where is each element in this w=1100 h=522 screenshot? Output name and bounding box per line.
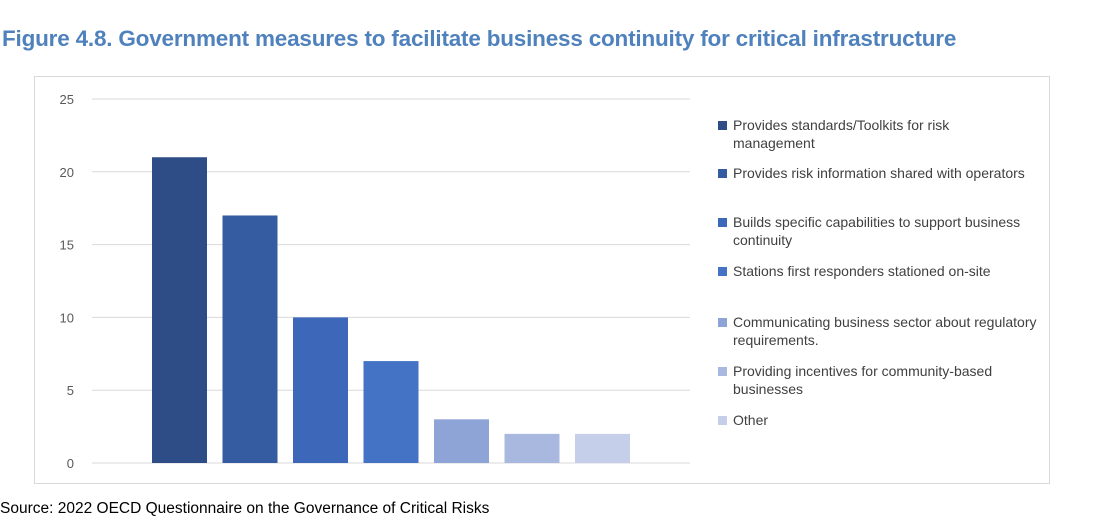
legend-swatch [718, 416, 727, 425]
y-tick-label: 15 [60, 238, 74, 253]
legend-label: Stations first responders stationed on-s… [733, 263, 991, 279]
legend-item: Provides standards/Toolkits for risk man… [718, 116, 1048, 152]
legend-item: Builds specific capabilities to support … [718, 213, 1048, 249]
bar [434, 419, 489, 463]
legend-swatch [718, 318, 727, 327]
figure-title: Figure 4.8. Government measures to facil… [2, 26, 957, 51]
bar [575, 433, 630, 463]
legend-label: Other [733, 412, 769, 428]
legend-label: Provides standards/Toolkits for risk man… [733, 117, 950, 151]
legend-item: Communicating business sector about regu… [718, 313, 1048, 349]
legend-swatch [718, 367, 727, 376]
legend-item: Providing incentives for community-based… [718, 362, 1048, 398]
legend-item: Provides risk information shared with op… [718, 164, 1048, 182]
legend-label: Builds specific capabilities to support … [733, 214, 1021, 248]
bar [504, 433, 560, 463]
bar [222, 215, 278, 463]
legend-swatch [718, 267, 727, 276]
legend-item: Other [718, 411, 1048, 429]
legend-swatch [718, 169, 727, 178]
bar [293, 317, 348, 463]
y-tick-label: 25 [60, 92, 74, 107]
y-tick-label: 20 [60, 165, 74, 180]
chart-legend: Provides standards/Toolkits for risk man… [718, 0, 1048, 522]
y-tick-label: 5 [67, 383, 74, 398]
bar [363, 361, 419, 463]
legend-label: Provides risk information shared with op… [733, 165, 1025, 181]
legend-swatch [718, 121, 727, 130]
y-tick-label: 10 [60, 310, 74, 325]
legend-item: Stations first responders stationed on-s… [718, 262, 1048, 280]
source-note: Source: 2022 OECD Questionnaire on the G… [0, 500, 490, 517]
legend-swatch [718, 218, 727, 227]
y-tick-label: 0 [67, 456, 74, 471]
legend-label: Providing incentives for community-based… [733, 363, 993, 397]
bar [152, 157, 207, 464]
legend-label: Communicating business sector about regu… [733, 314, 1037, 348]
